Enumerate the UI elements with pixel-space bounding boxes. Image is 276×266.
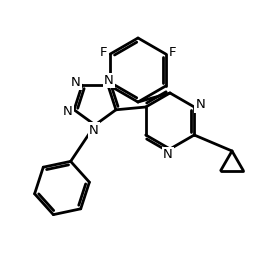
- Text: N: N: [163, 148, 173, 161]
- Text: N: N: [104, 74, 114, 87]
- Text: N: N: [89, 123, 99, 136]
- Text: N: N: [71, 76, 81, 89]
- Text: F: F: [100, 45, 107, 59]
- Text: N: N: [63, 105, 73, 118]
- Text: F: F: [169, 45, 176, 59]
- Text: N: N: [195, 98, 205, 111]
